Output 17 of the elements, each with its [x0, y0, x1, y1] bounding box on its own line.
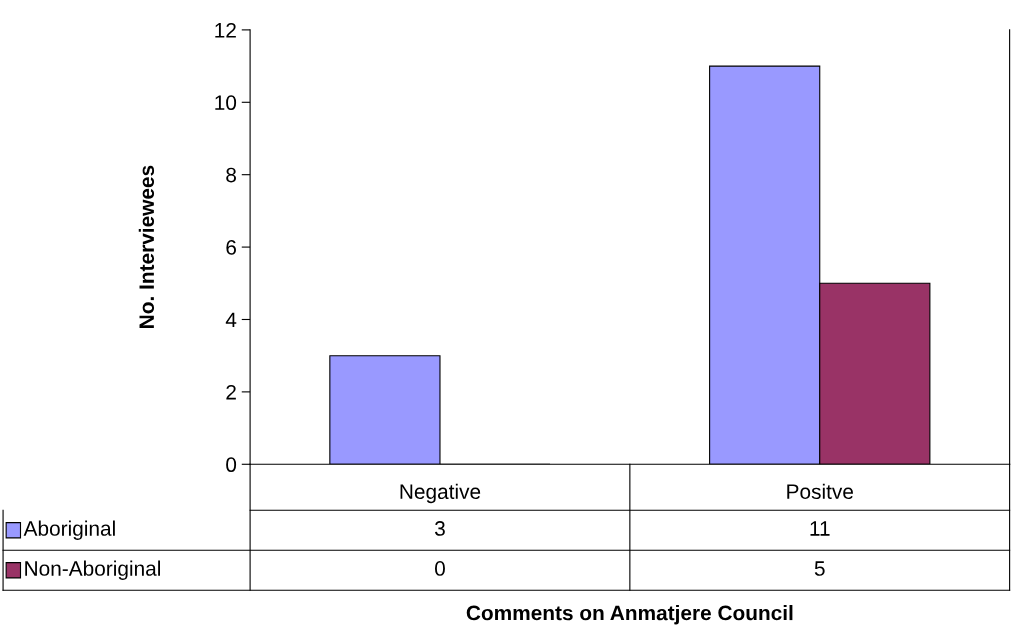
y-tick-label: 8 — [226, 167, 236, 183]
data-label: 5 — [814, 561, 825, 576]
y-tick-label: 10 — [215, 95, 237, 111]
x-tick-label: Positve — [787, 483, 853, 500]
legend-label: Aboriginal — [23, 520, 115, 540]
y-tick-label: 0 — [226, 457, 237, 473]
x-tick-label: Negative — [400, 483, 481, 504]
y-axis-title: No. Interviewees — [138, 165, 155, 328]
y-tick-label: 4 — [225, 312, 237, 328]
y-tick-label: 6 — [226, 240, 236, 255]
legend-label: Non-Aboriginal — [25, 560, 160, 580]
y-tick-label: 12 — [215, 22, 236, 38]
data-label: 0 — [435, 561, 445, 576]
y-tick-label: 2 — [226, 384, 236, 400]
x-axis-title: Comments on Anmatjere Council — [466, 605, 793, 625]
data-label: 11 — [810, 521, 830, 536]
data-label: 3 — [434, 521, 445, 536]
